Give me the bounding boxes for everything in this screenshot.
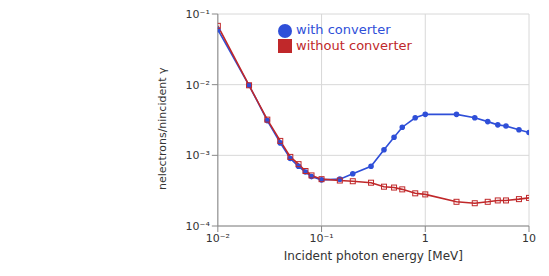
- svg-text:10⁻¹: 10⁻¹: [186, 8, 210, 21]
- svg-text:10⁻³: 10⁻³: [186, 149, 210, 162]
- svg-text:Incident photon energy [MeV]: Incident photon energy [MeV]: [284, 249, 463, 263]
- svg-text:1: 1: [422, 232, 429, 245]
- svg-text:10⁻²: 10⁻²: [206, 232, 230, 245]
- html-text:with converter: with converter: [296, 22, 391, 37]
- svg-text:nelectrons/nincident γ: nelectrons/nincident γ: [156, 67, 169, 190]
- svg-text:10⁻¹: 10⁻¹: [309, 232, 333, 245]
- svg-text:10: 10: [522, 232, 536, 245]
- html-text:without converter: without converter: [296, 37, 412, 53]
- svg-text:10⁻²: 10⁻²: [186, 79, 210, 92]
- svg-text:10⁻⁴: 10⁻⁴: [186, 220, 211, 233]
